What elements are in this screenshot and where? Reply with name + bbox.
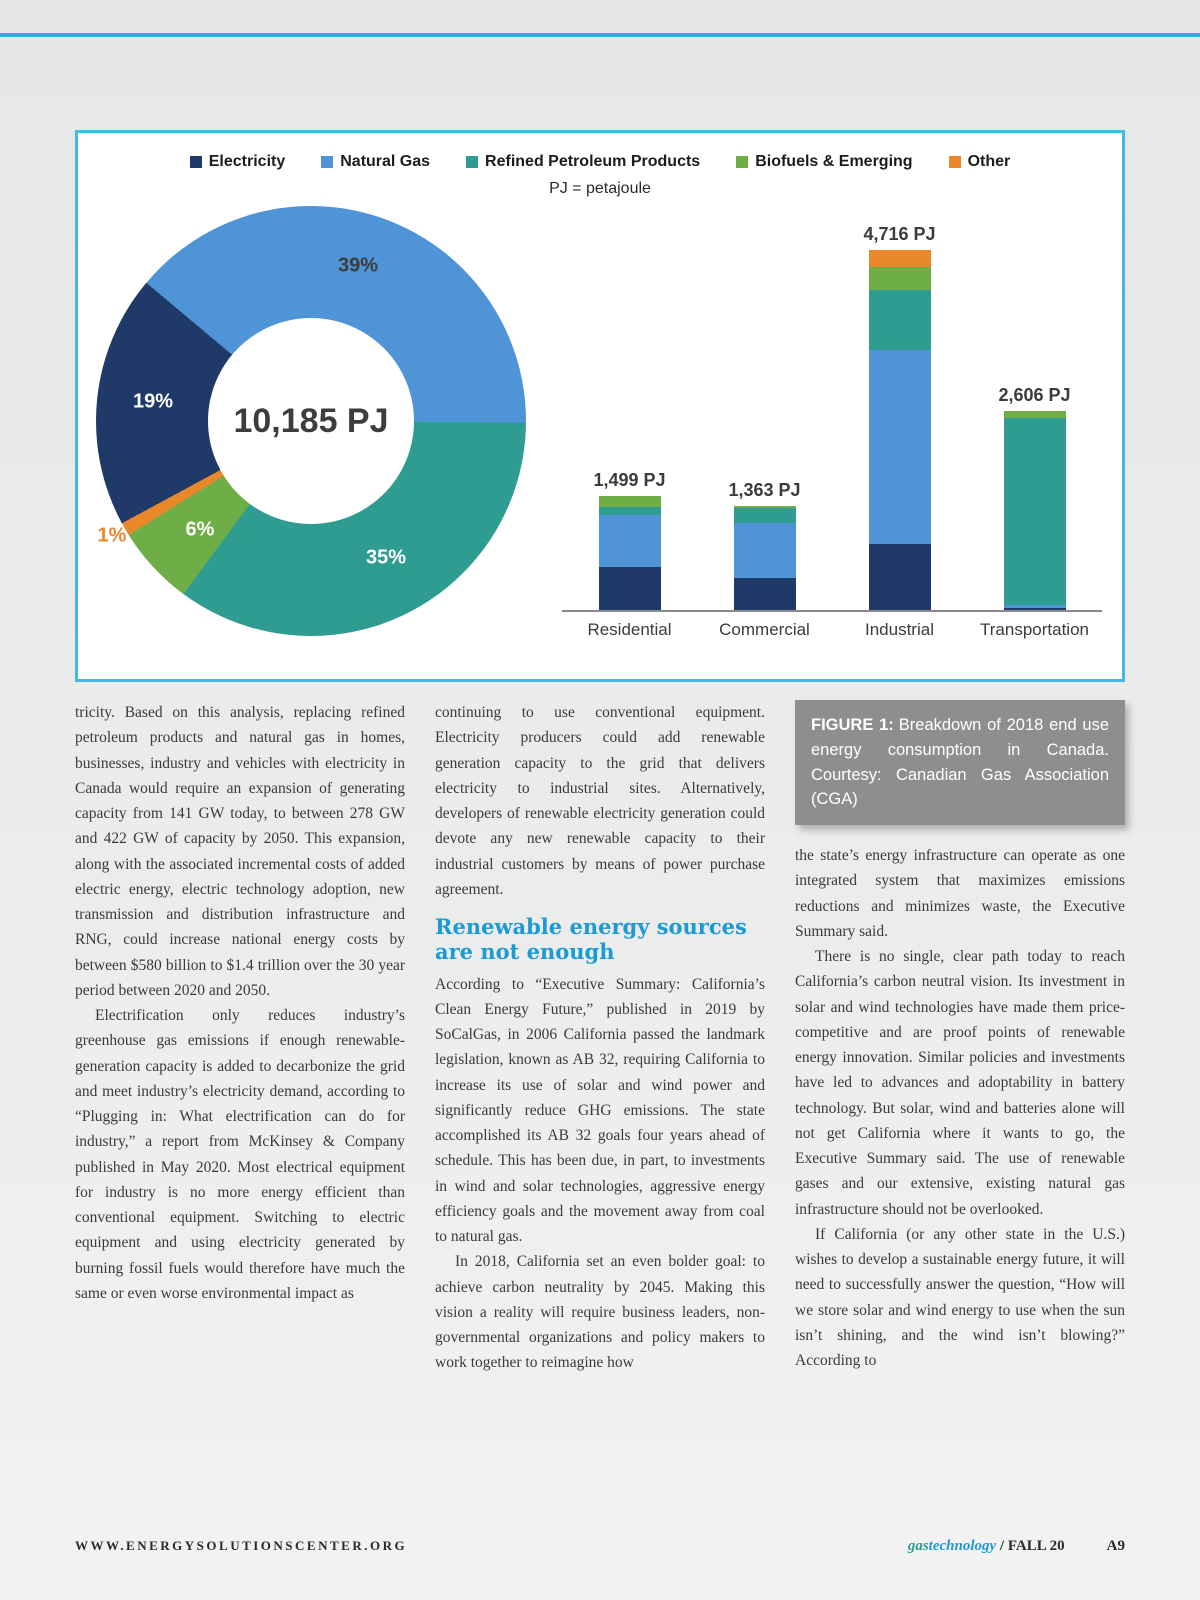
legend-label: Refined Petroleum Products xyxy=(485,153,701,170)
page-number: A9 xyxy=(1106,1538,1125,1554)
legend-swatch xyxy=(321,156,334,168)
bar-segment-refined-petroleum-products xyxy=(1003,418,1066,606)
legend-swatch xyxy=(948,156,961,168)
bar-total-label: 2,606 PJ xyxy=(998,385,1071,406)
magazine-brand-technology: technology xyxy=(928,1538,997,1554)
bar-column: 1,363 PJ xyxy=(697,480,832,610)
slice-percent-label: 39% xyxy=(337,254,379,277)
bar-total-label: 4,716 PJ xyxy=(863,224,936,245)
legend-item: Other xyxy=(948,153,1011,171)
legend-item: Electricity xyxy=(189,153,286,171)
bar-segment-refined-petroleum-products xyxy=(868,290,931,351)
page-footer: WWW.ENERGYSOLUTIONSCENTER.ORG gastechnol… xyxy=(75,1538,1125,1555)
bar-segment-natural-gas xyxy=(1003,605,1066,609)
text-column-3: FIGURE 1: Breakdown of 2018 end use energ… xyxy=(795,700,1125,1376)
slice-percent-label: 19% xyxy=(132,390,174,413)
figure-caption: FIGURE 1: Breakdown of 2018 end use energ… xyxy=(795,700,1125,825)
stacked-bar xyxy=(598,495,661,610)
bar-segment-electricity xyxy=(868,544,931,610)
paragraph: Electrification only reduces industry’s … xyxy=(75,1007,405,1302)
bar-segment-electricity xyxy=(598,567,661,610)
paragraph: According to “Executive Summary: Califor… xyxy=(435,975,765,1246)
bar-segment-electricity xyxy=(1003,608,1066,610)
figure-caption-label: FIGURE 1: xyxy=(811,716,894,734)
paragraph: continuing to use conventional equipment… xyxy=(435,704,765,898)
figure-1-chart-card: Electricity Natural Gas Refined Petroleum … xyxy=(75,130,1125,682)
footer-issue-info: gastechnology / FALL 20 A9 xyxy=(908,1538,1125,1555)
bar-category-label: Commercial xyxy=(719,620,810,639)
paragraph: tricity. Based on this analysis, replaci… xyxy=(75,704,405,999)
paragraph: If California (or any other state in the… xyxy=(795,1225,1125,1369)
bar-segment-natural-gas xyxy=(868,350,931,545)
legend-item: Refined Petroleum Products xyxy=(466,153,700,171)
legend-label: Electricity xyxy=(208,153,286,170)
bar-category-label: Transportation xyxy=(980,620,1089,639)
bar-segment-biofuels-emerging xyxy=(733,505,796,508)
slice-percent-label: 35% xyxy=(365,546,407,569)
bar-segment-natural-gas xyxy=(598,515,661,568)
chart-legend: Electricity Natural Gas Refined Petroleum … xyxy=(78,153,1122,171)
stacked-bar xyxy=(1003,411,1066,610)
stacked-bar xyxy=(868,250,931,610)
bar-column: 4,716 PJ xyxy=(832,224,967,610)
footer-url: WWW.ENERGYSOLUTIONSCENTER.ORG xyxy=(75,1538,408,1553)
paragraph: There is no single, clear path today to … xyxy=(795,948,1125,1218)
bar-segment-biofuels-emerging xyxy=(598,495,661,507)
bar-category-label: Industrial xyxy=(865,620,934,639)
legend-item: Natural Gas xyxy=(321,153,430,171)
bar-segment-refined-petroleum-products xyxy=(598,506,661,516)
issue-label: / FALL 20 xyxy=(996,1538,1065,1554)
legend-label: Natural Gas xyxy=(340,153,431,170)
slice-percent-label: 1% xyxy=(97,524,127,547)
legend-swatch xyxy=(466,156,479,168)
bar-total-label: 1,499 PJ xyxy=(593,469,666,490)
legend-label: Other xyxy=(967,153,1011,170)
bar-segment-biofuels-emerging xyxy=(868,267,931,291)
slice-percent-label: 6% xyxy=(185,518,215,541)
bar-segment-refined-petroleum-products xyxy=(733,507,796,523)
magazine-brand-gas: gas xyxy=(907,1538,929,1554)
bar-column: 1,499 PJ xyxy=(562,470,697,610)
bar-segment-biofuels-emerging xyxy=(1003,411,1066,419)
text-column-1: tricity. Based on this analysis, replaci… xyxy=(75,700,405,1376)
top-rule xyxy=(0,33,1200,37)
article-body: tricity. Based on this analysis, replaci… xyxy=(75,700,1125,1376)
legend-swatch xyxy=(736,156,749,168)
bar-segment-natural-gas xyxy=(733,522,796,578)
paragraph: the state’s energy infrastructure can op… xyxy=(795,847,1125,940)
text-column-2: continuing to use conventional equipment… xyxy=(435,700,765,1376)
figure-caption-text: Breakdown of 2018 end use energy consump… xyxy=(811,716,1109,809)
donut-chart: 10,185 PJ 39% 35% 6% 1% 19% xyxy=(96,206,526,636)
section-heading: Renewable energy sources are not enough xyxy=(435,914,747,964)
donut-hole: 10,185 PJ xyxy=(208,318,414,524)
bar-column: 2,606 PJ xyxy=(967,385,1102,610)
legend-swatch xyxy=(189,156,202,168)
bar-total-label: 1,363 PJ xyxy=(728,479,801,500)
paragraph: In 2018, California set an even bolder g… xyxy=(435,1253,765,1372)
chart-body: 10,185 PJ 39% 35% 6% 1% 19% 1,499 PJ 1,363 PJ… xyxy=(78,200,1122,650)
stacked-bar xyxy=(733,505,796,610)
bar-chart: 1,499 PJ 1,363 PJ 4,716 PJ 2,606 PJ xyxy=(562,210,1102,612)
legend-item: Biofuels & Emerging xyxy=(736,153,913,171)
legend-label: Biofuels & Emerging xyxy=(755,153,913,170)
bar-category-label: Residential xyxy=(587,620,672,639)
chart-subtitle: PJ = petajoule xyxy=(549,180,651,197)
bar-categories: Residential Commercial Industrial Transport… xyxy=(562,620,1102,640)
bar-segment-other xyxy=(868,250,931,268)
bar-segment-electricity xyxy=(733,577,796,610)
donut-center-label: 10,185 PJ xyxy=(233,401,389,440)
